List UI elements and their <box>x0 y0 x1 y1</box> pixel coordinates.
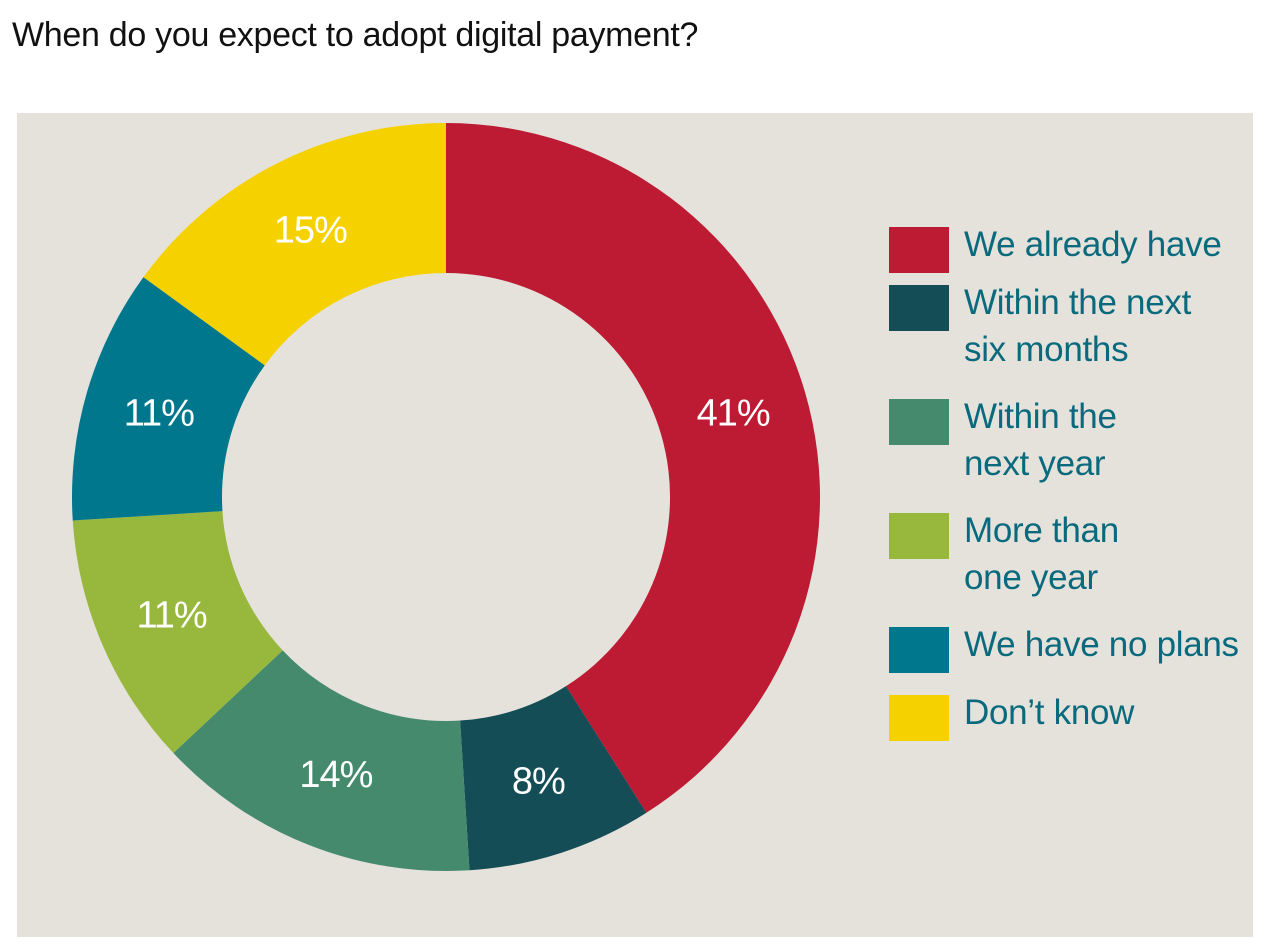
slice-label-within-the-next-six-months: 8% <box>512 760 565 802</box>
slice-within-the-next-year <box>173 650 470 871</box>
legend-label-line: next year <box>964 444 1106 483</box>
legend-label: Within the next year <box>964 393 1254 487</box>
legend-swatch <box>889 513 949 559</box>
slice-label-don-t-know: 15% <box>274 210 347 252</box>
page-title: When do you expect to adopt digital paym… <box>12 16 699 54</box>
legend-label-line: six months <box>964 330 1129 369</box>
legend-label-line: We have no plans <box>964 625 1239 664</box>
legend-swatch <box>889 285 949 331</box>
slice-more-than-one-year <box>72 511 283 754</box>
legend-label-line: Within the next <box>964 283 1191 322</box>
legend-label-line: We already have <box>964 225 1222 264</box>
legend-label: We have no plans <box>964 621 1254 668</box>
legend-label: Within the next six months <box>964 279 1254 373</box>
donut-chart: 41% 8% 14% 11% 11% 15% <box>72 123 820 871</box>
legend-swatch <box>889 399 949 445</box>
slice-label-more-than-one-year: 11% <box>136 595 206 637</box>
slice-we-have-no-plans <box>72 277 265 521</box>
legend-swatch <box>889 627 949 673</box>
legend-swatch <box>889 227 949 273</box>
legend-swatch <box>889 695 949 741</box>
slice-label-within-the-next-year: 14% <box>299 754 372 796</box>
legend-label-line: one year <box>964 558 1098 597</box>
slice-label-we-have-no-plans: 11% <box>124 393 194 435</box>
legend-label: More than one year <box>964 507 1254 601</box>
chart-panel: 41% 8% 14% 11% 11% 15% We already have Within … <box>17 113 1253 937</box>
legend-label: We already have <box>964 221 1254 268</box>
legend-label-line: Don’t know <box>964 693 1135 732</box>
legend-label-line: Within the <box>964 397 1117 436</box>
slice-within-the-next-six-months <box>460 686 647 871</box>
legend-label-line: More than <box>964 511 1119 550</box>
slice-don-t-know <box>143 123 446 366</box>
slice-we-already-have <box>446 123 820 813</box>
slice-label-we-already-have: 41% <box>697 393 770 435</box>
legend-label: Don’t know <box>964 689 1254 736</box>
